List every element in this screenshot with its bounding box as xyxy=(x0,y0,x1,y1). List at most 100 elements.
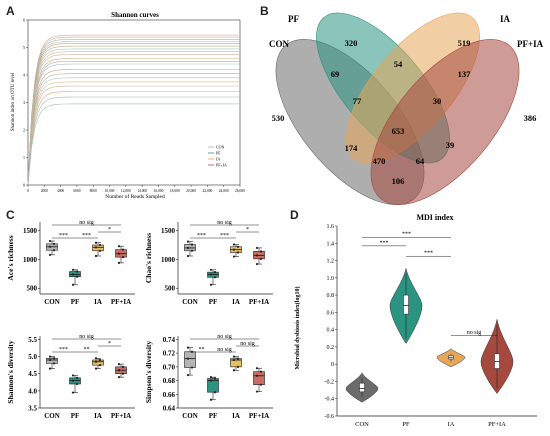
boxplot-xtick-label: PF+IA xyxy=(249,298,269,306)
boxplot-point xyxy=(94,360,98,363)
boxplot-point xyxy=(255,246,259,250)
boxplot-point xyxy=(48,358,52,362)
violin-xtick-label: PF+IA xyxy=(488,421,506,428)
boxplot-point xyxy=(94,246,98,249)
boxplot-point xyxy=(232,358,236,362)
boxplot-point xyxy=(186,254,190,258)
boxplot-point xyxy=(52,357,56,360)
boxplot-point xyxy=(117,376,121,379)
boxplot-xtick-label: PF+IA xyxy=(111,298,131,306)
violin-ytick-label: -0.2 xyxy=(325,379,335,385)
violin-xtick-label: CON xyxy=(355,421,369,428)
violin-ytick-label: -0.4 xyxy=(325,397,335,403)
boxplot-point xyxy=(71,283,75,286)
rarefaction-curve xyxy=(27,48,240,186)
panel-letter-b: B xyxy=(260,4,269,18)
violin-ytick-label: -0.6 xyxy=(325,414,335,420)
venn-set-label: PF+IA xyxy=(517,39,544,49)
violin-ytick-label: 0.6 xyxy=(327,310,335,316)
chart-a-ytick-label: 0 xyxy=(23,182,25,187)
boxplot-point xyxy=(213,377,217,380)
chart-a-frame xyxy=(27,19,241,186)
boxplot-point xyxy=(117,261,121,264)
sig-label: no sig xyxy=(217,220,232,226)
boxplot-xtick-label: PF xyxy=(71,412,80,420)
boxplot-ytick-label: 0.64 xyxy=(163,405,176,413)
sig-label: ** xyxy=(84,347,90,353)
boxplot-point xyxy=(117,252,121,255)
rarefaction-curve xyxy=(27,39,240,186)
boxplot-point xyxy=(98,243,102,247)
boxplot-point xyxy=(48,239,52,243)
violin-ytick-label: 1.0 xyxy=(327,276,335,282)
chart-a-xtick-label: 22,000 xyxy=(202,189,212,194)
boxplot-point xyxy=(117,369,121,372)
rarefaction-curve xyxy=(27,43,240,186)
boxplot-xtick-label: IA xyxy=(94,298,102,306)
rarefaction-curve xyxy=(27,51,240,186)
boxplot-box-pf xyxy=(207,378,219,393)
boxplot-ytick-label: 1000 xyxy=(23,256,38,264)
sig-label: * xyxy=(108,341,111,347)
boxplot-ytick-label: 1500 xyxy=(161,227,176,235)
chart-a-xlabel: Number of Reads Sampled xyxy=(105,193,165,200)
boxplot-point xyxy=(255,254,259,257)
boxplot-ytick-label: 500 xyxy=(165,285,176,293)
boxplot-box-ia xyxy=(230,358,242,368)
legend-label: IA xyxy=(216,157,220,162)
violin-box xyxy=(359,382,365,393)
rarefaction-curve xyxy=(27,54,240,186)
venn-set-pf-ia xyxy=(370,39,520,205)
boxplot-ylabel: Ace's richness xyxy=(6,235,15,280)
boxplot-point xyxy=(75,376,79,379)
legend-label: CON xyxy=(216,145,225,150)
venn-set-label: IA xyxy=(500,14,511,24)
chart-a-xtick-label: 16,000 xyxy=(154,189,164,194)
boxplot-point xyxy=(94,254,98,258)
boxplot-point xyxy=(209,273,213,276)
venn-count-all: 653 xyxy=(392,126,405,136)
boxplot-point xyxy=(232,243,236,246)
rarefaction-curve xyxy=(27,36,240,186)
chart-d-ylabel: Microbial dysbiosis index(log10) xyxy=(294,287,301,370)
boxplot-point xyxy=(121,365,125,368)
violin-box xyxy=(403,294,409,315)
chart-a-xtick-label: 2000 xyxy=(41,189,48,193)
boxplot-xtick-label: PF xyxy=(71,298,80,306)
violin-ytick-label: 0 xyxy=(331,362,334,368)
violin-ytick-label: 1.6 xyxy=(327,224,335,230)
boxplot-xtick-label: CON xyxy=(182,298,198,306)
violin-ytick-label: 1.4 xyxy=(327,241,335,247)
rarefaction-curve xyxy=(27,34,240,186)
sig-label: *** xyxy=(197,233,206,239)
chart-a-xtick-label: 20,000 xyxy=(186,189,196,194)
boxplot-ytick-label: 0.66 xyxy=(163,391,176,399)
chart-a-xtick-label: 14,000 xyxy=(137,189,147,194)
boxplot-point xyxy=(186,240,190,243)
venn-set-label: PF xyxy=(288,14,299,24)
venn-count-ia-only: 519 xyxy=(458,38,471,48)
boxplot-point xyxy=(186,357,190,360)
sig-label: * xyxy=(108,227,111,233)
legend-label: PF xyxy=(216,151,221,156)
panel-letter-d: D xyxy=(290,208,299,222)
boxplot-point xyxy=(71,379,75,382)
violin-ytick-label: 0.8 xyxy=(327,293,335,299)
chart-d-title: MDI index xyxy=(416,213,453,222)
rarefaction-curve xyxy=(27,58,240,186)
sig-label: ** xyxy=(199,347,205,353)
rarefaction-curve xyxy=(27,63,240,186)
boxplot-box-con xyxy=(46,357,58,364)
boxplot-point xyxy=(255,374,259,377)
boxplot-point xyxy=(52,362,56,365)
boxplot-point xyxy=(98,364,102,367)
legend-label: PF+IA xyxy=(216,163,227,168)
rarefaction-curve xyxy=(27,103,240,186)
boxplot-ytick-label: 0.72 xyxy=(163,350,176,358)
boxplot-point xyxy=(186,246,190,250)
rarefaction-curve xyxy=(27,77,240,186)
boxplot-point xyxy=(48,253,52,256)
venn-count-con-pfia: 106 xyxy=(392,176,405,186)
venn-count-con-pf-ia: 77 xyxy=(353,96,362,106)
